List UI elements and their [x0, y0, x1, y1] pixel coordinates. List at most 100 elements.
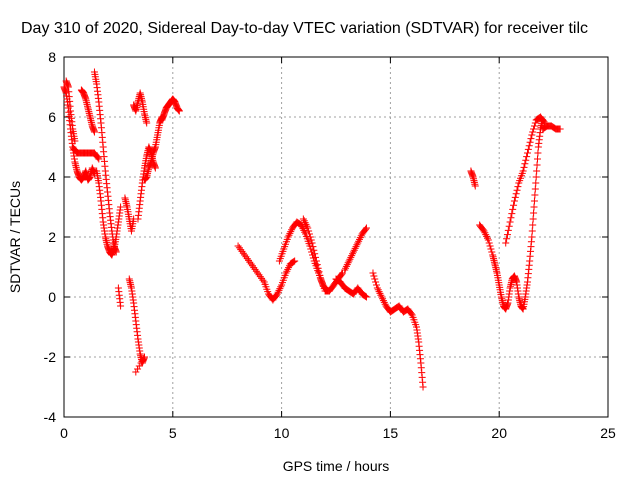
data-point-plus — [300, 226, 308, 234]
data-point-plus — [283, 267, 291, 275]
data-point-plus — [530, 203, 538, 211]
data-points — [60, 68, 564, 391]
y-tick-label: 4 — [48, 169, 56, 185]
x-tick-label: 25 — [600, 425, 616, 441]
data-point-plus — [303, 222, 311, 230]
data-point-plus — [407, 310, 415, 318]
data-point-plus — [287, 228, 295, 236]
data-point-plus — [372, 281, 380, 289]
data-point-plus — [484, 236, 492, 244]
x-tick-label: 15 — [383, 425, 399, 441]
data-point-plus — [354, 239, 362, 247]
data-point-plus — [237, 246, 245, 254]
data-point-plus — [344, 259, 352, 267]
y-tick-label: 0 — [48, 289, 56, 305]
data-point-plus — [137, 359, 145, 367]
data-point-plus — [362, 292, 370, 300]
data-point-plus — [345, 257, 353, 265]
data-point-plus — [285, 264, 293, 272]
data-point-plus — [379, 295, 387, 303]
data-point-plus — [306, 233, 314, 241]
data-point-plus — [252, 267, 260, 275]
data-point-plus — [316, 271, 324, 279]
data-point-plus — [482, 231, 490, 239]
data-point-plus — [528, 233, 536, 241]
data-point-plus — [349, 248, 357, 256]
data-point-plus — [251, 265, 259, 273]
data-point-plus — [313, 261, 321, 269]
data-point-plus — [556, 125, 564, 133]
data-point-plus — [256, 273, 264, 281]
data-point-plus — [532, 179, 540, 187]
data-point-plus — [503, 235, 511, 243]
data-point-plus — [525, 142, 533, 150]
data-point-plus — [486, 242, 494, 250]
data-point-plus — [379, 297, 387, 305]
data-point-plus — [239, 249, 247, 257]
data-point-plus — [529, 215, 537, 223]
data-point-plus — [512, 190, 520, 198]
axes-ticks: 0 5 10 15 20 25 -4 -2 0 2 4 6 8 — [44, 49, 616, 441]
data-point-plus — [487, 245, 495, 253]
data-point-plus — [381, 300, 389, 308]
data-point-plus — [246, 258, 254, 266]
data-point-plus — [362, 293, 370, 301]
data-point-plus — [357, 232, 365, 240]
data-point-plus — [298, 223, 306, 231]
data-point-plus — [530, 197, 538, 205]
data-point-plus — [275, 286, 283, 294]
data-point-plus — [533, 167, 541, 175]
data-point-plus — [254, 269, 262, 277]
data-point-plus — [288, 226, 296, 234]
data-point-plus — [510, 197, 518, 205]
x-tick-label: 20 — [491, 425, 507, 441]
data-point-plus — [530, 209, 538, 217]
data-point-plus — [353, 241, 361, 249]
data-point-plus — [304, 224, 312, 232]
data-point-plus — [347, 253, 355, 261]
data-point-plus — [284, 265, 292, 273]
data-point-plus — [519, 167, 527, 175]
data-point-plus — [349, 250, 357, 258]
y-tick-label: -2 — [44, 349, 57, 365]
data-point-plus — [308, 239, 316, 247]
data-point-plus — [338, 270, 346, 278]
data-point-plus — [247, 260, 255, 268]
data-point-plus — [506, 218, 514, 226]
data-point-plus — [90, 128, 98, 136]
x-axis-label: GPS time / hours — [283, 458, 390, 474]
data-point-plus — [245, 256, 253, 264]
data-point-plus — [346, 255, 354, 263]
data-point-plus — [527, 135, 535, 143]
y-tick-label: -4 — [44, 409, 57, 425]
y-tick-label: 6 — [48, 109, 56, 125]
data-point-plus — [524, 145, 532, 153]
y-tick-label: 8 — [48, 49, 56, 65]
data-point-plus — [134, 365, 142, 373]
data-point-plus — [285, 231, 293, 239]
data-point-plus — [297, 221, 305, 229]
data-point-plus — [290, 258, 298, 266]
data-point-plus — [309, 243, 317, 251]
data-point-plus — [342, 264, 350, 272]
data-point-plus — [355, 237, 363, 245]
data-point-plus — [234, 242, 242, 250]
data-point-plus — [377, 291, 385, 299]
data-point-plus — [510, 201, 518, 209]
data-point-plus — [373, 284, 381, 292]
data-point-plus — [534, 149, 542, 157]
data-point-plus — [419, 383, 427, 391]
data-point-plus — [258, 274, 266, 282]
data-point-plus — [370, 272, 378, 280]
data-point-plus — [479, 226, 487, 234]
data-point-plus — [513, 186, 521, 194]
data-point-plus — [523, 149, 531, 157]
data-point-plus — [533, 155, 541, 163]
chart-title: Day 310 of 2020, Sidereal Day-to-day VTE… — [21, 20, 588, 37]
data-point-plus — [342, 262, 350, 270]
data-point-plus — [356, 234, 364, 242]
data-point-plus — [299, 215, 307, 223]
data-point-plus — [71, 137, 79, 145]
data-point-plus — [143, 119, 151, 127]
